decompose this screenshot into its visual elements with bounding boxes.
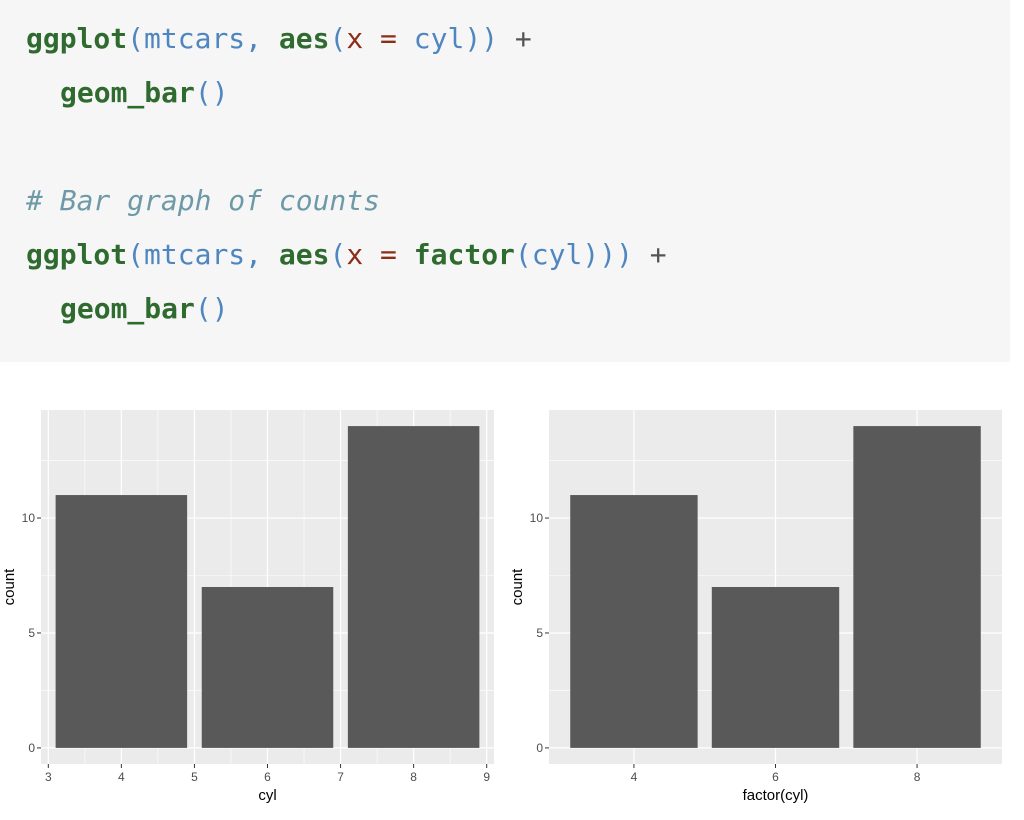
code-line-1: ggplot(mtcars, aes(x = cyl)) + — [26, 19, 532, 59]
bar — [201, 587, 334, 748]
code-token: mtcars — [144, 22, 246, 55]
code-token: mtcars — [144, 238, 246, 271]
x-axis-title: factor(cyl) — [743, 787, 809, 804]
x-tick-label: 5 — [191, 770, 198, 784]
x-tick-label: 4 — [631, 770, 638, 784]
code-token: factor — [413, 238, 515, 271]
bar — [711, 587, 840, 748]
bar — [853, 426, 981, 748]
y-tick-label: 5 — [28, 626, 35, 640]
code-token: , — [245, 238, 263, 271]
bar — [347, 426, 480, 748]
code-token: cyl — [413, 22, 465, 55]
y-tick-label: 5 — [536, 626, 543, 640]
x-axis-title: cyl — [258, 787, 276, 804]
x-tick-label: 4 — [118, 770, 125, 784]
x-tick-label: 7 — [337, 770, 344, 784]
x-tick-label: 6 — [772, 770, 779, 784]
code-token: ( — [127, 238, 145, 271]
y-tick-label: 10 — [530, 511, 544, 525]
y-axis-title: count — [509, 568, 526, 606]
code-token: ( — [329, 238, 347, 271]
bar — [55, 495, 188, 748]
code-token: ( — [514, 238, 532, 271]
code-token: ( — [329, 22, 347, 55]
code-token: ( — [127, 22, 145, 55]
code-line-2: geom_bar() — [60, 73, 229, 113]
code-token: aes — [278, 238, 330, 271]
code-token: () — [194, 76, 229, 109]
code-token: = — [363, 238, 414, 271]
x-tick-label: 6 — [264, 770, 271, 784]
code-line-3: ggplot(mtcars, aes(x = factor(cyl))) + — [26, 235, 667, 275]
bar — [570, 495, 698, 748]
code-line-4: geom_bar() — [60, 289, 229, 329]
x-tick-label: 8 — [914, 770, 921, 784]
code-token: ggplot — [26, 238, 128, 271]
code-token: x — [346, 238, 364, 271]
code-block: ggplot(mtcars, aes(x = cyl)) + geom_bar(… — [0, 0, 1010, 362]
code-token: , — [245, 22, 263, 55]
code-token: cyl — [531, 238, 583, 271]
code-token — [262, 238, 279, 271]
code-token: geom_bar — [60, 76, 195, 109]
code-token: x — [346, 22, 364, 55]
code-token: geom_bar — [60, 292, 195, 325]
code-token: aes — [278, 22, 330, 55]
x-tick-label: 3 — [45, 770, 52, 784]
y-tick-label: 10 — [22, 511, 36, 525]
y-axis-title: count — [1, 568, 18, 606]
y-tick-label: 0 — [536, 741, 543, 755]
code-comment: # Bar graph of counts — [26, 184, 381, 217]
code-token: = — [363, 22, 414, 55]
code-token: + — [632, 238, 667, 271]
code-token: ))) — [582, 238, 633, 271]
code-token: ggplot — [26, 22, 128, 55]
x-tick-label: 9 — [483, 770, 490, 784]
code-token — [262, 22, 279, 55]
code-token: () — [194, 292, 229, 325]
y-tick-label: 0 — [28, 741, 35, 755]
code-token: )) — [464, 22, 499, 55]
x-tick-label: 8 — [410, 770, 417, 784]
code-token: + — [498, 22, 532, 55]
plots-area: 0 5 10 3 4 5 6 7 8 9 cyl count 0 5 10 4 6 8 factor(cyl) cou… — [1, 410, 1002, 804]
